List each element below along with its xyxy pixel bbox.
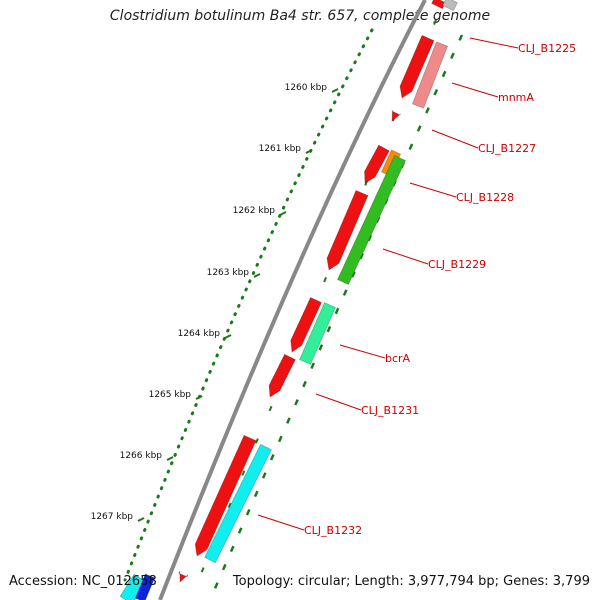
cds-arrow bbox=[442, 0, 458, 12]
scale-tick bbox=[195, 395, 203, 400]
scale-label: 1267 kbp bbox=[91, 512, 134, 522]
backbone-line bbox=[158, 0, 427, 600]
scale-label: 1262 kbp bbox=[233, 206, 276, 216]
scale-tick bbox=[279, 211, 287, 216]
cds-arrow bbox=[391, 109, 401, 122]
scale-tick bbox=[166, 456, 174, 461]
cds-arrow bbox=[399, 34, 435, 99]
scale-label: 1264 kbp bbox=[178, 329, 221, 339]
cds-arrow bbox=[194, 434, 257, 557]
cds-arrow bbox=[134, 573, 156, 600]
gene-label: CLJ_B1229 bbox=[428, 258, 486, 271]
gene-label: CLJ_B1228 bbox=[456, 191, 514, 204]
gene-label: bcrA bbox=[385, 352, 411, 365]
scale-label: 1261 kbp bbox=[259, 144, 302, 154]
cds-arrow bbox=[337, 154, 406, 286]
gene-label: CLJ_B1231 bbox=[361, 404, 419, 417]
gene-label: CLJ_B1232 bbox=[304, 524, 362, 537]
cds-arrow bbox=[364, 144, 390, 184]
scale-label: 1266 kbp bbox=[120, 451, 163, 461]
cds-arrow bbox=[268, 353, 296, 398]
feature-track bbox=[119, 0, 458, 600]
scale-label: 1263 kbp bbox=[207, 268, 250, 278]
cds-arrow bbox=[298, 302, 337, 365]
label-leader bbox=[409, 182, 457, 198]
scale-ruler: 1260 kbp 1261 kbp 1262 kbp 1263 kbp 1264 kbp… bbox=[91, 19, 464, 600]
topology-text: Topology: circular; Length: 3,977,794 bp… bbox=[232, 574, 590, 589]
gene-labels: CLJ_B1225 mnmA CLJ_B1227 CLJ_B1228 CLJ_B1229… bbox=[257, 37, 576, 537]
scale-label: 1265 kbp bbox=[149, 390, 192, 400]
scale-tick bbox=[253, 273, 261, 278]
genome-backbone bbox=[158, 0, 427, 600]
cds-arrow bbox=[290, 296, 322, 353]
label-leader bbox=[257, 514, 305, 531]
label-leader bbox=[339, 344, 386, 359]
scale-tick bbox=[137, 517, 145, 522]
label-leader bbox=[451, 82, 499, 98]
cds-arrow bbox=[411, 41, 449, 109]
cds-arrow bbox=[178, 570, 189, 583]
cds-arrow bbox=[431, 0, 446, 10]
ruler-dotted-line bbox=[123, 28, 374, 582]
outer-tick-track bbox=[208, 34, 464, 600]
scale-label: 1260 kbp bbox=[285, 83, 328, 93]
cds-arrow bbox=[326, 189, 369, 271]
accession-text: Accession: NC_012658 bbox=[9, 574, 157, 589]
label-leader bbox=[469, 37, 519, 49]
label-leader bbox=[431, 129, 479, 149]
cds-arrow bbox=[119, 573, 147, 600]
gene-label: mnmA bbox=[498, 91, 534, 104]
gene-label: CLJ_B1225 bbox=[518, 42, 576, 55]
label-leader bbox=[382, 248, 429, 265]
gene-label: CLJ_B1227 bbox=[478, 142, 536, 155]
scale-tick bbox=[305, 149, 313, 154]
label-leader bbox=[315, 393, 362, 411]
map-title: Clostridium botulinum Ba4 str. 657, comp… bbox=[109, 8, 491, 24]
scale-tick bbox=[224, 334, 232, 339]
cds-arrow bbox=[204, 443, 272, 564]
scale-tick bbox=[331, 88, 339, 93]
